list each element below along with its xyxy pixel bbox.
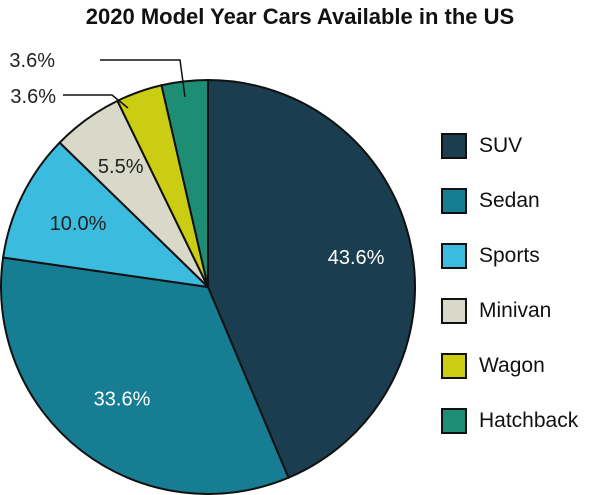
data-label-hatchback: 3.6% <box>9 50 55 72</box>
legend-swatch-sports <box>441 243 467 269</box>
legend-label-suv: SUV <box>479 134 523 157</box>
legend-label-sedan: Sedan <box>479 189 540 212</box>
legend-swatch-minivan <box>441 298 467 324</box>
data-label-sports: 10.0% <box>50 213 107 235</box>
legend-label-minivan: Minivan <box>479 299 552 322</box>
legend-label-hatchback: Hatchback <box>479 409 579 432</box>
data-label-suv: 43.6% <box>328 247 385 269</box>
leader-line-wagon <box>63 94 129 109</box>
leader-line-hatchback <box>100 59 186 98</box>
pie-slice-sedan <box>0 256 290 495</box>
legend-label-sports: Sports <box>479 244 540 267</box>
pie-slice-hatchback <box>160 79 209 288</box>
chart-title: 2020 Model Year Cars Available in the US <box>85 4 515 29</box>
legend-swatch-suv <box>441 133 467 159</box>
legend-label-wagon: Wagon <box>479 354 545 377</box>
data-label-minivan: 5.5% <box>98 156 144 178</box>
legend-swatch-sedan <box>441 188 467 214</box>
data-label-sedan: 33.6% <box>94 388 151 410</box>
pie-slice-suv <box>207 79 416 479</box>
legend-swatch-hatchback <box>441 408 467 434</box>
data-label-wagon: 3.6% <box>10 86 56 108</box>
pie-slice-sports <box>2 141 209 288</box>
legend-swatch-wagon <box>441 353 467 379</box>
